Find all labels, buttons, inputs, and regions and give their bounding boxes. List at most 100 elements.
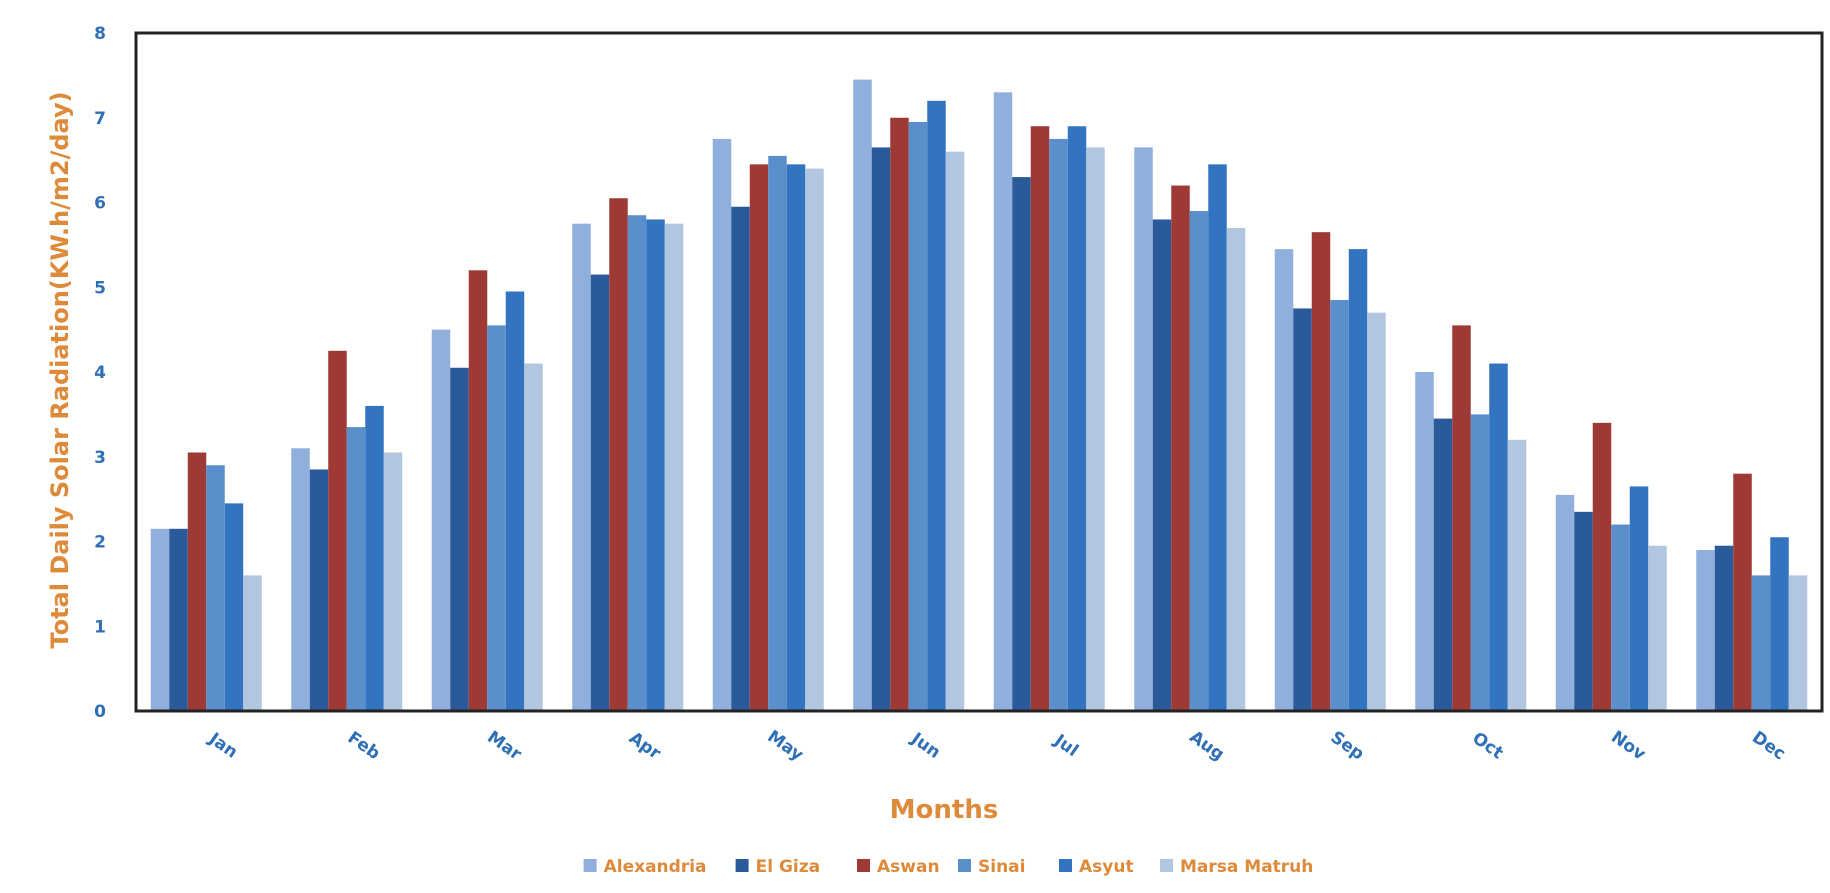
- legend-label-asyut: Asyut: [1079, 857, 1134, 877]
- plot-frame: [134, 31, 1824, 713]
- bar-feb-asyut: [365, 405, 384, 711]
- bar-jan-marsa-matruh: [243, 575, 262, 711]
- x-axis-ticks: Jan Feb Mar Apr May Jun Jul Aug Sep Oct Nov Dec: [204, 727, 1789, 766]
- legend-swatch-aswan: [857, 859, 870, 872]
- x-tick-label: Jan: [204, 729, 241, 763]
- bar-oct-asyut: [1489, 363, 1508, 711]
- x-tick-label: Mar: [483, 727, 525, 765]
- bars-layer: [150, 79, 1808, 712]
- bar-dec-aswan: [1733, 473, 1752, 711]
- y-tick-label: 1: [94, 617, 106, 637]
- legend: Alexandria El Giza Aswan Sinai Asyut Marsa Ma…: [583, 857, 1313, 877]
- bar-aug-el-giza: [1152, 219, 1172, 711]
- bar-jun-sinai: [908, 121, 928, 712]
- bar-mar-el-giza: [450, 367, 469, 711]
- x-tick-label: Jun: [907, 728, 944, 762]
- bar-oct-aswan: [1452, 325, 1471, 711]
- bar-may-aswan: [749, 164, 769, 712]
- bar-jul-sinai: [1049, 138, 1068, 711]
- bar-apr-asyut: [646, 219, 665, 711]
- bar-jan-asyut: [224, 503, 244, 711]
- bar-nov-sinai: [1611, 524, 1630, 711]
- y-tick-label: 0: [94, 702, 106, 722]
- bar-may-sinai: [768, 155, 787, 711]
- bar-dec-asyut: [1770, 537, 1789, 711]
- bar-dec-marsa-matruh: [1788, 575, 1808, 711]
- bar-feb-el-giza: [309, 469, 329, 711]
- bar-apr-el-giza: [590, 274, 610, 711]
- legend-swatch-alexandria: [583, 859, 597, 872]
- x-tick-label: Sep: [1327, 727, 1368, 764]
- bar-feb-alexandria: [291, 448, 310, 711]
- x-tick-label: Jul: [1050, 730, 1082, 761]
- bar-jul-alexandria: [993, 92, 1013, 711]
- bar-jun-aswan: [890, 117, 909, 711]
- x-tick-label: Nov: [1607, 727, 1649, 765]
- bar-apr-sinai: [627, 215, 647, 711]
- bar-may-alexandria: [712, 138, 732, 711]
- bar-aug-marsa-matruh: [1226, 227, 1246, 711]
- legend-label-alexandria: Alexandria: [604, 857, 707, 877]
- x-tick-label: May: [763, 727, 806, 766]
- bar-jan-el-giza: [169, 528, 188, 711]
- bar-nov-alexandria: [1555, 494, 1575, 711]
- bar-oct-alexandria: [1415, 372, 1434, 711]
- bar-aug-asyut: [1208, 164, 1227, 712]
- y-tick-label: 4: [94, 363, 106, 383]
- bar-mar-asyut: [505, 291, 525, 711]
- bar-nov-marsa-matruh: [1648, 545, 1667, 711]
- y-tick-label: 3: [94, 448, 106, 468]
- bar-jul-el-giza: [1012, 177, 1031, 711]
- y-axis-title: Total Daily Solar Radiation(KW.h/m2/day): [46, 91, 74, 648]
- bar-feb-sinai: [346, 427, 366, 711]
- bar-jan-aswan: [187, 452, 207, 711]
- bar-aug-alexandria: [1134, 147, 1153, 711]
- bar-apr-aswan: [609, 198, 628, 711]
- legend-label-marsa-matruh: Marsa Matruh: [1180, 857, 1313, 877]
- bar-sep-asyut: [1348, 249, 1368, 712]
- bar-oct-el-giza: [1433, 418, 1453, 711]
- bar-oct-marsa-matruh: [1507, 439, 1527, 711]
- bar-jun-el-giza: [871, 147, 891, 711]
- bar-dec-sinai: [1751, 575, 1771, 711]
- y-tick-label: 2: [94, 533, 106, 553]
- bar-dec-alexandria: [1696, 549, 1715, 711]
- x-tick-label: Dec: [1748, 727, 1789, 764]
- bar-feb-marsa-matruh: [383, 452, 403, 711]
- bar-may-asyut: [786, 164, 806, 712]
- bar-sep-aswan: [1311, 232, 1331, 711]
- legend-label-sinai: Sinai: [978, 857, 1025, 877]
- legend-label-el-giza: El Giza: [756, 857, 821, 877]
- y-axis-ticks: 0 1 2 3 4 5 6 7 8: [94, 24, 106, 722]
- bar-jul-marsa-matruh: [1086, 147, 1105, 711]
- bar-nov-el-giza: [1574, 511, 1593, 711]
- bar-jun-alexandria: [853, 79, 872, 712]
- y-tick-label: 7: [94, 109, 106, 129]
- bar-sep-sinai: [1330, 299, 1349, 711]
- bar-dec-el-giza: [1714, 545, 1734, 711]
- x-tick-label: Aug: [1186, 727, 1228, 765]
- bar-mar-alexandria: [431, 329, 451, 712]
- bar-apr-marsa-matruh: [664, 223, 684, 711]
- legend-swatch-el-giza: [735, 859, 749, 872]
- bar-mar-marsa-matruh: [524, 363, 543, 711]
- bar-nov-aswan: [1592, 422, 1612, 711]
- x-tick-label: Oct: [1469, 728, 1507, 763]
- bar-sep-el-giza: [1293, 308, 1312, 711]
- y-tick-label: 5: [94, 278, 106, 298]
- bar-feb-aswan: [328, 350, 347, 711]
- y-tick-label: 8: [94, 24, 106, 44]
- bar-oct-sinai: [1470, 414, 1490, 712]
- bar-jan-sinai: [206, 465, 225, 711]
- bar-sep-alexandria: [1274, 249, 1294, 712]
- bar-aug-sinai: [1189, 210, 1209, 711]
- legend-label-aswan: Aswan: [877, 857, 940, 877]
- bar-nov-asyut: [1629, 486, 1649, 711]
- bar-apr-alexandria: [572, 223, 591, 711]
- legend-swatch-sinai: [958, 859, 971, 872]
- bar-may-el-giza: [731, 206, 750, 712]
- bar-jun-marsa-matruh: [945, 151, 965, 711]
- bar-mar-sinai: [487, 325, 506, 711]
- x-tick-label: Apr: [625, 728, 665, 764]
